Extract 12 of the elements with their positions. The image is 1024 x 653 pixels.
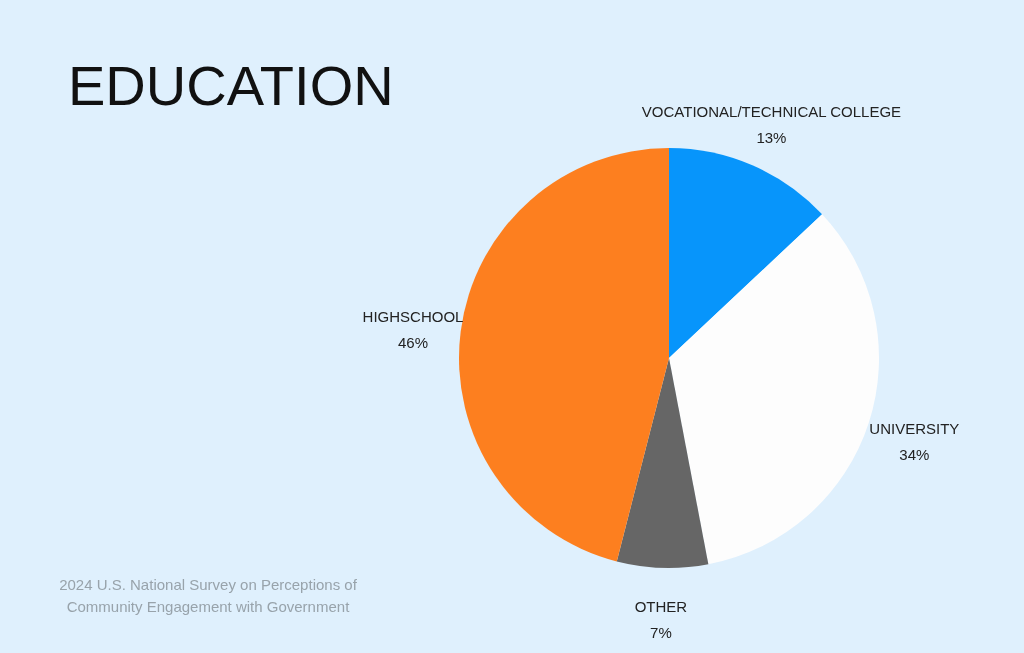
text: 2024 U.S. National Survey on Perceptions of Community Engagement with Government — [59, 576, 358, 615]
slice-label: UNIVERSITY — [869, 419, 960, 437]
data-label: 46% — [398, 333, 429, 351]
slice-label: VOCATIONAL/TECHNICAL COLLEGE — [641, 103, 902, 121]
data-label: 13% — [756, 129, 787, 147]
chart-title: EDUCATION — [68, 54, 394, 117]
slice-label: HIGHSCHOOL — [362, 307, 464, 325]
slice-label: OTHER — [634, 597, 688, 615]
pie-slice — [669, 148, 823, 358]
data-label: 7% — [650, 623, 672, 641]
pie-slice — [616, 358, 709, 568]
data-label: 34% — [899, 445, 930, 463]
